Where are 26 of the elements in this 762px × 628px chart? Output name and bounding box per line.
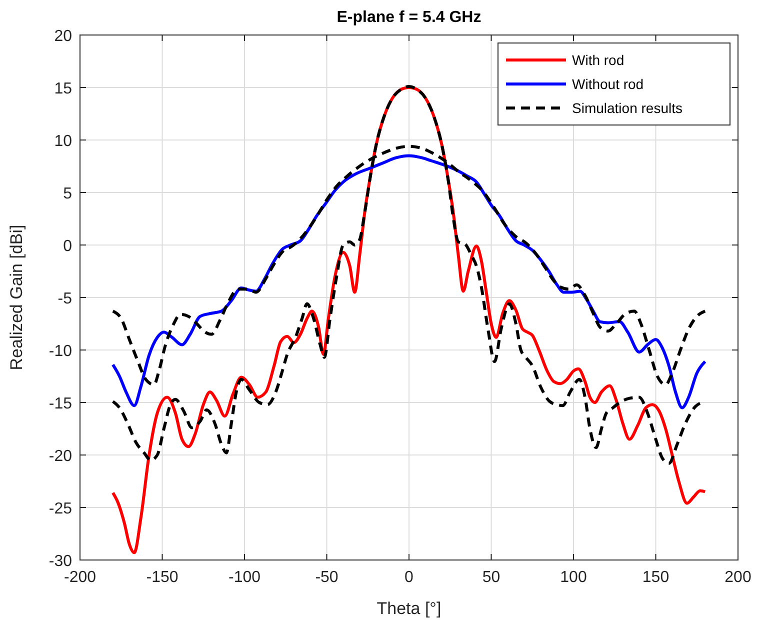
legend-label: With rod <box>572 52 624 68</box>
x-tick-label: 50 <box>482 569 500 586</box>
y-tick-label: -20 <box>48 448 72 465</box>
x-tick-label: -150 <box>146 569 178 586</box>
y-tick-label: 10 <box>54 133 72 150</box>
x-tick-label: 150 <box>642 569 670 586</box>
y-tick-label: -10 <box>48 343 72 360</box>
y-tick-label: 15 <box>54 80 72 98</box>
x-tick-label: -200 <box>64 569 96 586</box>
y-tick-label: -15 <box>48 396 72 412</box>
y-axis-title: Realized Gain [dBi] <box>7 224 26 370</box>
y-tick-label: 20 <box>54 28 72 45</box>
y-tick-label: 0 <box>63 238 72 255</box>
y-tick-label: 5 <box>63 186 72 202</box>
y-tick-label: -30 <box>48 553 72 570</box>
legend-label: Simulation results <box>572 100 682 116</box>
x-tick-label: 100 <box>560 569 587 586</box>
x-tick-label: -50 <box>315 569 338 586</box>
chart-title: E-plane f = 5.4 GHz <box>336 9 482 26</box>
x-tick-label: 200 <box>724 569 752 586</box>
x-tick-label: -100 <box>228 569 261 586</box>
legend-label: Without rod <box>572 76 644 92</box>
x-tick-label: 0 <box>404 569 414 586</box>
x-axis-title: Theta [°] <box>376 599 442 618</box>
y-tick-label: -25 <box>48 500 72 518</box>
y-tick-label: -5 <box>58 290 72 308</box>
